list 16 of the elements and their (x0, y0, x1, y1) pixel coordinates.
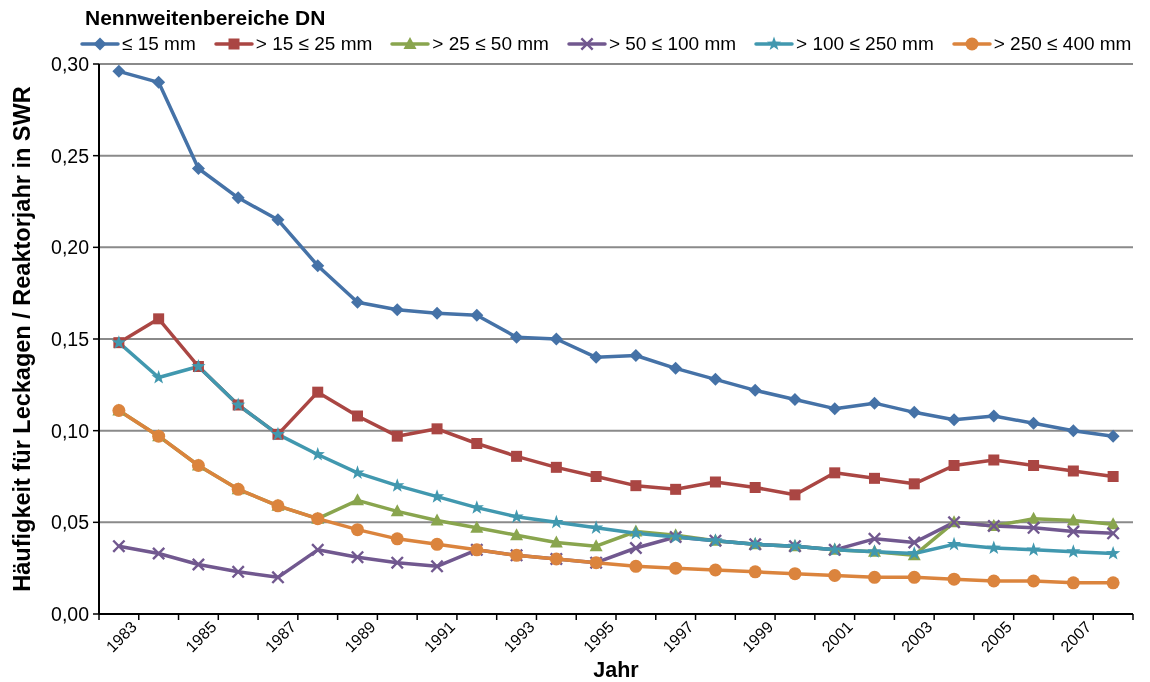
legend-label: > 50 ≤ 100 mm (608, 33, 737, 55)
y-tick-label: 0,00 (51, 602, 90, 625)
y-tick-label: 0,10 (51, 419, 90, 442)
legend-label: ≤ 15 mm (122, 33, 196, 55)
y-tick-label: 0,05 (51, 511, 90, 534)
y-tick-label: 0,30 (51, 52, 90, 75)
legend-label: > 15 ≤ 25 mm (255, 33, 373, 55)
legend-title: Nennweitenbereiche DN (85, 5, 326, 30)
y-axis-title: Häufigkeit für Leckagen / Reaktorjahr in SWR (8, 86, 36, 592)
legend-label: > 100 ≤ 250 mm (796, 33, 934, 55)
y-tick-label: 0,20 (51, 236, 90, 259)
legend-label: > 250 ≤ 400 mm (993, 33, 1132, 55)
y-tick-label: 0,25 (51, 144, 90, 167)
x-axis-title: Jahr (593, 657, 639, 682)
legend-label: > 25 ≤ 50 mm (432, 33, 549, 55)
y-tick-label: 0,15 (51, 327, 90, 350)
